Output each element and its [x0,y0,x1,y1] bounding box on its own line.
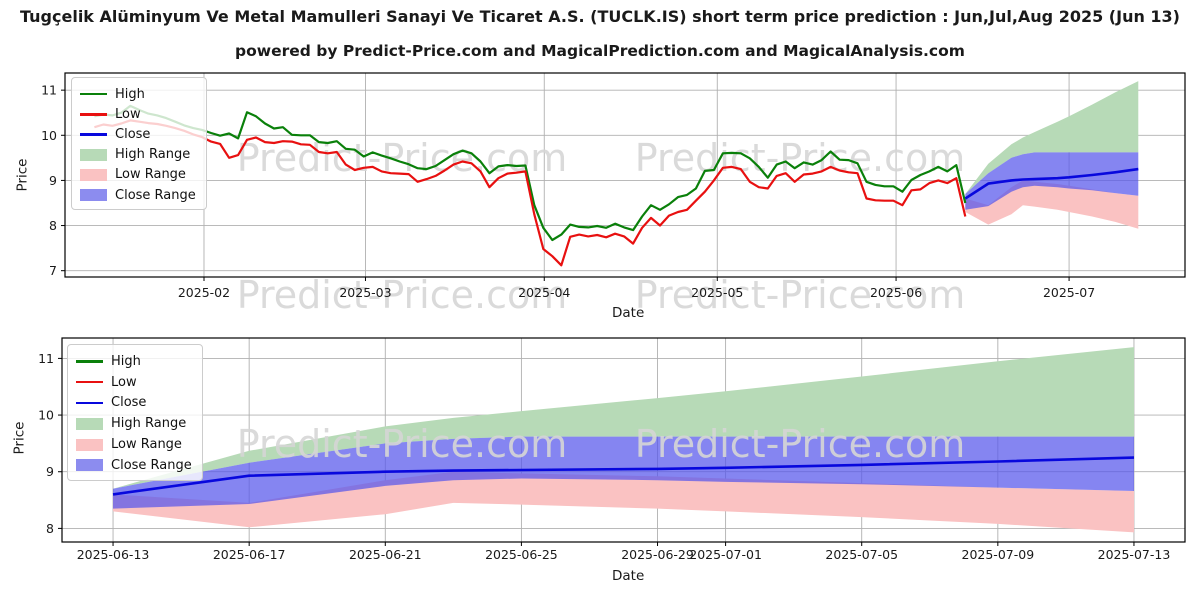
y-tick-label: 9 [46,464,54,479]
y-axis-label-forecast: Price [11,421,28,455]
high-line [94,104,967,242]
watermark-text: Predict-Price.com [237,273,568,317]
watermark-text: Predict-Price.com [635,273,966,317]
x-tick-label: 2025-04 [518,285,570,300]
legend-item-close-range: Close Range [80,185,196,205]
legend-item-low-range: Low Range [76,434,192,455]
x-tick-label: 2025-03 [339,285,391,300]
legend-item-high-range: High Range [80,145,196,165]
close-line [964,167,1139,200]
legend-label-close: Close [115,126,151,142]
legend-item-low-range: Low Range [80,165,196,185]
legend-swatch-low [80,112,107,116]
legend-swatch-high-range [80,148,107,161]
legend-label-high-range: High Range [111,416,187,432]
plot-frame [64,72,1186,278]
x-tick-label: 2025-06-21 [349,547,422,562]
legend-item-close-range: Close Range [76,455,192,476]
x-tick-label: 2025-02 [178,285,230,300]
plot-frame [61,337,1186,543]
x-tick-label: 2025-06-29 [621,547,694,562]
legend-label-high: High [115,86,145,102]
close-range-band [965,152,1139,210]
x-tick-label: 2025-06-17 [213,547,286,562]
y-tick-label: 11 [41,83,57,98]
chart-title: Tugçelik Alüminyum Ve Metal Mamulleri Sa… [20,7,1180,26]
legend-forecast: High Low Close High Range Low Range Close Ran… [67,344,203,481]
x-tick-label: 2025-06 [870,285,922,300]
close-line [112,456,1135,496]
legend-swatch-low [76,380,103,384]
chart-subtitle: powered by Predict-Price.com and Magical… [235,42,965,60]
watermark-text: Predict-Price.com [237,422,568,466]
legend-label-high: High [111,353,141,369]
watermark-text: Predict-Price.com [635,136,966,180]
legend-item-high: High [76,351,192,372]
legend-label-low-range: Low Range [115,167,186,183]
legend-label-low-range: Low Range [111,437,182,453]
close-range-band [113,436,1134,509]
legend-swatch-close [80,133,107,136]
y-tick-label: 9 [49,173,57,188]
legend-swatch-high [80,92,107,96]
high-range-band [965,81,1139,194]
x-axis-label-forecast: Date [612,568,645,584]
low-line [94,119,967,267]
x-tick-label: 2025-07-05 [825,547,898,562]
y-axis-label-main: Price [14,158,31,192]
legend-main: High Low Close High Range Low Range Close Ran… [71,77,207,211]
legend-label-close-range: Close Range [115,187,196,203]
legend-item-low: Low [76,372,192,393]
x-tick-label: 2025-07-01 [689,547,762,562]
legend-swatch-low-range [80,168,107,181]
legend-swatch-low-range [76,438,103,451]
legend-label-low: Low [115,106,141,122]
y-tick-label: 10 [41,128,57,143]
price-chart-main: Predict-Price.com Predict-Price.com Predic… [41,72,1186,317]
y-tick-label: 8 [49,218,57,233]
legend-item-close: Close [80,124,196,144]
legend-label-high-range: High Range [115,147,191,163]
price-chart-forecast: Predict-Price.com Predict-Price.com 2025-0… [38,337,1186,562]
y-tick-label: 10 [38,408,54,423]
legend-item-high: High [80,84,196,104]
legend-label-low: Low [111,374,137,390]
legend-item-low: Low [80,104,196,124]
x-tick-label: 2025-07-09 [962,547,1035,562]
high-range-band [113,347,1134,489]
legend-item-close: Close [76,393,192,414]
y-tick-label: 7 [49,263,57,278]
x-tick-label: 2025-05 [691,285,743,300]
watermark-text: Predict-Price.com [635,422,966,466]
legend-swatch-high-range [76,417,103,430]
x-tick-label: 2025-06-25 [485,547,558,562]
x-tick-label: 2025-06-13 [77,547,150,562]
y-tick-label: 8 [46,521,54,536]
x-tick-label: 2025-07 [1043,285,1095,300]
legend-swatch-high [76,360,103,363]
legend-label-close: Close [111,395,147,411]
legend-item-high-range: High Range [76,413,192,434]
x-axis-label-main: Date [612,305,645,321]
y-tick-label: 11 [38,351,54,366]
legend-swatch-close-range [76,459,103,472]
legend-swatch-close-range [80,189,107,202]
legend-label-close-range: Close Range [111,457,192,473]
x-tick-label: 2025-07-13 [1098,547,1171,562]
legend-swatch-close [76,401,103,405]
